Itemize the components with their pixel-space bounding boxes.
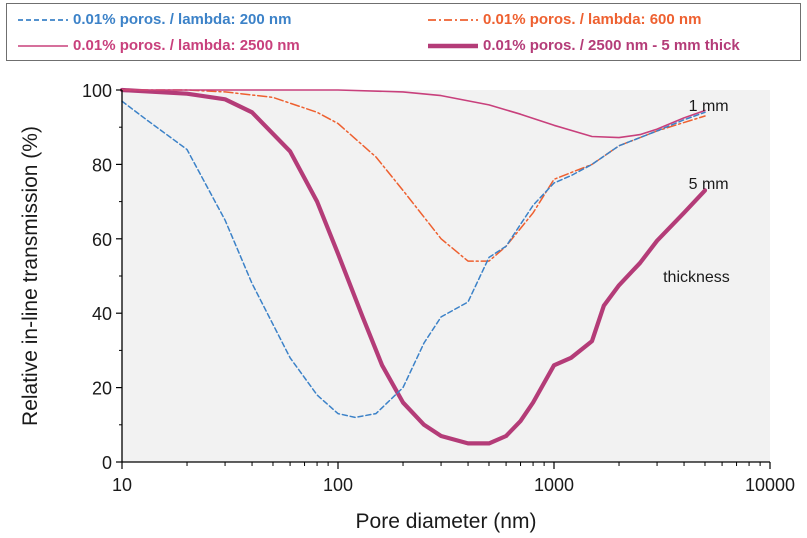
y-axis-label: Relative in-line transmission (%): [19, 126, 42, 426]
legend-label-600nm: 0.01% poros. / lambda: 600 nm: [483, 11, 702, 28]
y-tick-label: 0: [102, 453, 112, 473]
legend-swatch-2500nm: [18, 44, 68, 47]
series-line-0: [121, 100, 706, 419]
x-tick-label: 10: [112, 475, 132, 495]
y-tick-label: 60: [92, 230, 112, 250]
tick-layer: 0 20 40 60 80 100 10 100 1000 10000: [82, 81, 795, 495]
legend-label-200nm: 0.01% poros. / lambda: 200 nm: [73, 11, 292, 28]
legend-entry-200nm: 0.01% poros. / lambda: 200 nm: [17, 11, 291, 28]
y-tick-label: 100: [82, 81, 112, 101]
y-tick-label: 80: [92, 155, 112, 175]
y-tick-label: 20: [92, 379, 112, 399]
legend-swatch-600nm: [428, 18, 478, 21]
annotation-1: 5 mm: [689, 176, 729, 193]
annotation-layer: 1 mm 5 mm thickness: [663, 98, 730, 286]
legend-entry-2500nm: 0.01% poros. / lambda: 2500 nm: [17, 37, 300, 54]
legend-entry-5mm: 0.01% poros. / 2500 nm - 5 mm thick: [427, 37, 740, 54]
legend-entry-600nm: 0.01% poros. / lambda: 600 nm: [427, 11, 701, 28]
annotation-0: 1 mm: [689, 98, 729, 115]
x-tick-label: 100: [323, 475, 353, 495]
series-line-2: [121, 89, 706, 139]
x-axis-label: Pore diameter (nm): [356, 510, 537, 533]
y-tick-label: 40: [92, 304, 112, 324]
plot-area: [122, 90, 770, 462]
annotation-2: thickness: [663, 269, 730, 286]
series-line-3: [119, 87, 708, 446]
legend-label-5mm: 0.01% poros. / 2500 nm - 5 mm thick: [483, 37, 740, 54]
x-tick-label: 1000: [534, 475, 574, 495]
legend-swatch-5mm: [428, 43, 478, 48]
legend: 0.01% poros. / lambda: 200 nm 0.01% poro…: [6, 3, 801, 61]
x-tick-label: 10000: [745, 475, 795, 495]
legend-swatch-200nm: [18, 18, 68, 21]
legend-label-2500nm: 0.01% poros. / lambda: 2500 nm: [73, 37, 300, 54]
series-layer: [119, 87, 708, 446]
